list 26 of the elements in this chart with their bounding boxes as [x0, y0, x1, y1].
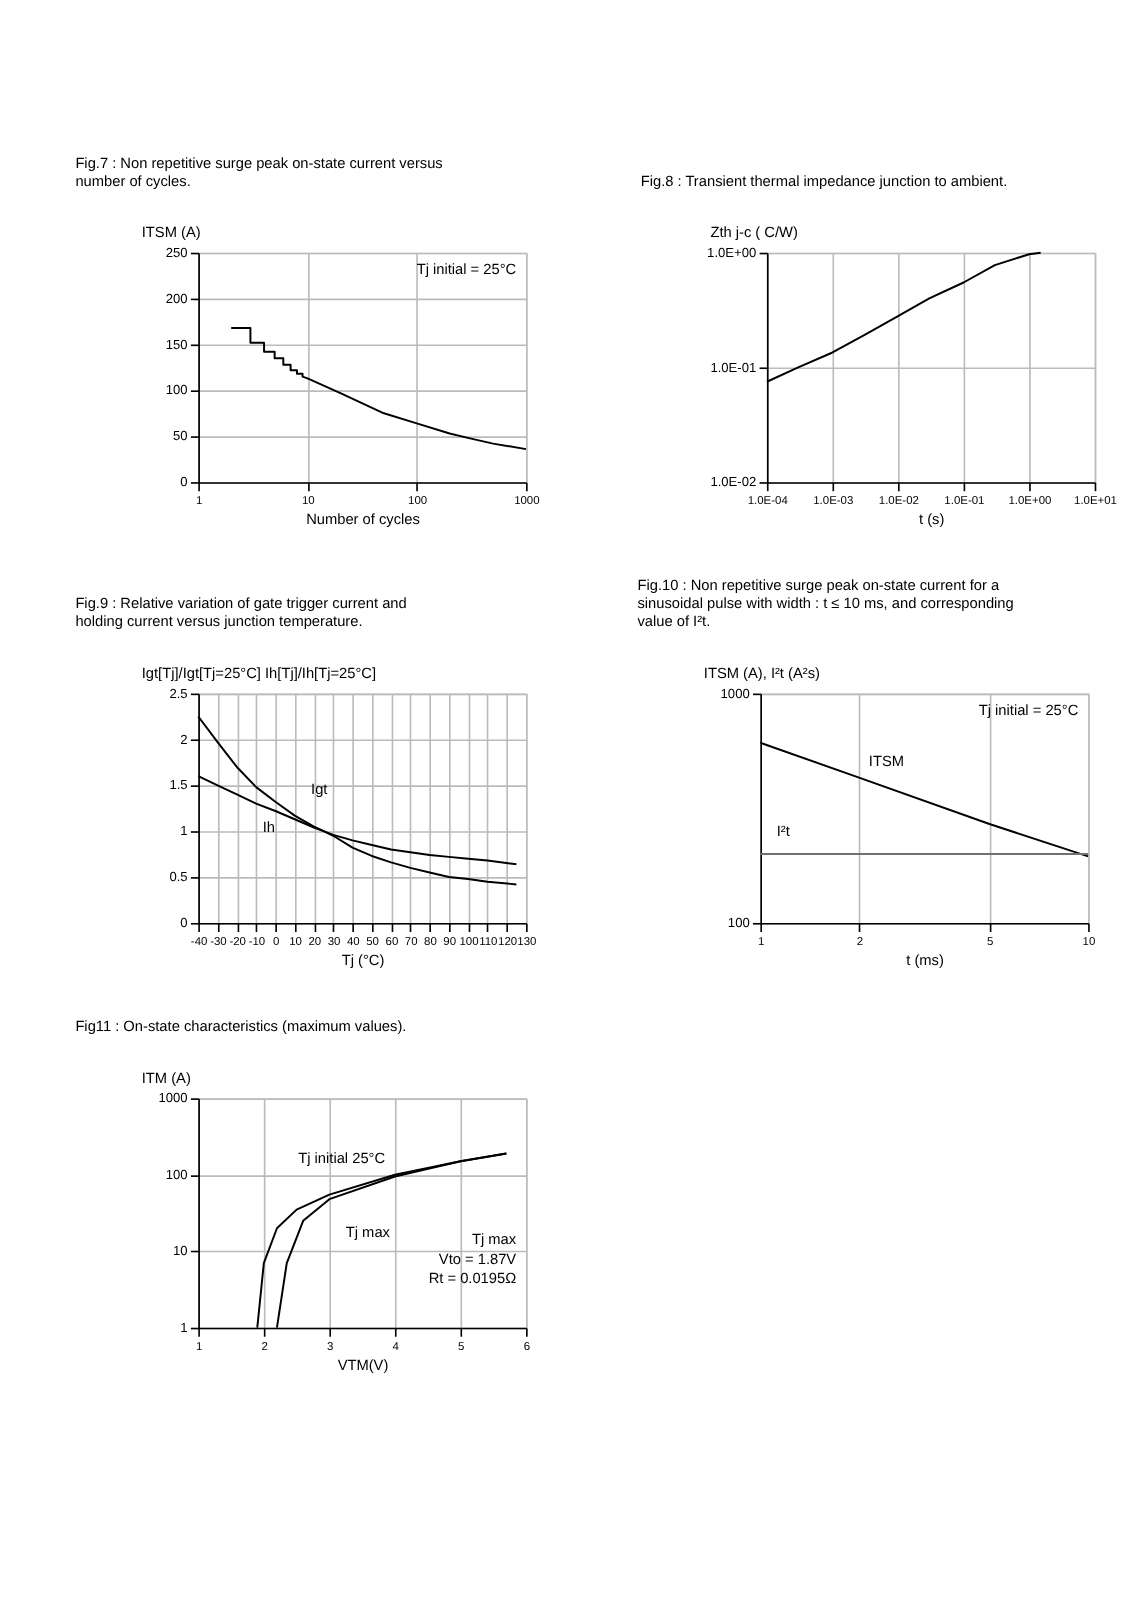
chart-title: Fig.7 : Non repetitive surge peak on-state current versus number of cycles.: [75, 153, 444, 190]
series-label: Tj max: [345, 1222, 391, 1241]
y-axis-title: ITSM (A), I²t (A²s): [703, 663, 820, 682]
y-axis-title: ITSM (A): [141, 223, 201, 242]
chart-title: Fig.10 : Non repetitive surge peak on-state current for a sinusoidal pulse with width : t ≤ 10 ms, and corresponding value of I²t.: [637, 576, 1014, 631]
series-label: Ih: [262, 817, 275, 836]
annotation: Vto = 1.87V: [438, 1249, 517, 1268]
series-label: Igt: [311, 780, 328, 799]
x-axis-title: Number of cycles: [306, 509, 421, 528]
chart-title: Fig11 : On-state characteristics (maximum values).: [75, 1017, 407, 1036]
chart-title: Fig.8 : Transient thermal impedance junction to ambient.: [640, 171, 1008, 190]
series-label: I²t: [776, 821, 790, 840]
y-axis-title: ITM (A): [141, 1068, 191, 1087]
x-axis-title: VTM(V): [337, 1355, 389, 1374]
y-axis-title: Igt[Tj]/Igt[Tj=25°C] Ih[Tj]/Ih[Tj=25°C]: [141, 663, 377, 682]
x-axis-title: Tj (°C): [341, 950, 385, 969]
annotation: Rt = 0.0195Ω: [428, 1269, 518, 1288]
series-label: ITSM: [868, 752, 905, 771]
x-axis-title: t (s): [918, 509, 945, 528]
annotation: Tj max: [472, 1230, 517, 1249]
annotation: Tj initial = 25°C: [416, 260, 518, 279]
y-axis-title: Zth j-c ( C/W): [710, 223, 798, 242]
series-label: Tj initial 25°C: [298, 1149, 387, 1168]
x-axis-title: t (ms): [906, 950, 944, 969]
annotation: Tj initial = 25°C: [978, 700, 1080, 719]
chart-title: Fig.9 : Relative variation of gate trigger current and holding current versus junction temperature.: [75, 594, 407, 631]
